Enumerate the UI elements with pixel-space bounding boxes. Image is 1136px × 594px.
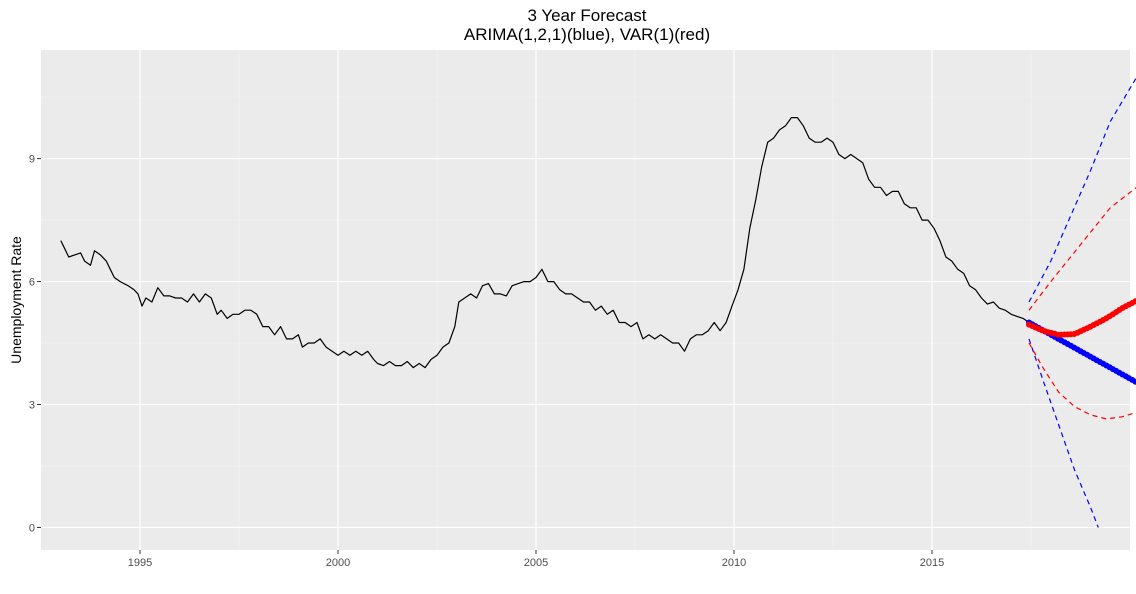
- y-tick-label: 9: [29, 154, 35, 166]
- interval-dashed-line-3: [1028, 77, 1136, 303]
- forecast-point-1: [1132, 378, 1136, 385]
- x-tick-label: 2000: [326, 557, 350, 569]
- chart-title: 3 Year Forecast: [527, 6, 646, 25]
- interval-dashed-line-4: [1028, 338, 1099, 528]
- plot-panel: [41, 50, 1130, 550]
- x-axis: 1995 2000 2005 2010 2015: [128, 550, 944, 569]
- interval-dashed-line-5: [1028, 187, 1136, 311]
- forecast-point-2: [1132, 298, 1136, 305]
- minor-gridlines: [41, 50, 1130, 550]
- y-tick-label: 0: [29, 522, 35, 534]
- x-tick-label: 2010: [722, 557, 746, 569]
- y-axis-title: Unemployment Rate: [8, 236, 24, 364]
- history-line: [60, 117, 1030, 369]
- y-tick-label: 3: [29, 400, 35, 412]
- x-tick-label: 2005: [524, 557, 548, 569]
- y-tick-label: 6: [29, 277, 35, 289]
- chart-subtitle: ARIMA(1,2,1)(blue), VAR(1)(red): [464, 25, 710, 44]
- y-axis: 0 3 6 9: [29, 154, 41, 534]
- x-tick-label: 2015: [920, 557, 944, 569]
- interval-dashed-line-6: [1028, 342, 1136, 420]
- x-tick-label: 1995: [128, 557, 152, 569]
- series-layer: [60, 77, 1136, 528]
